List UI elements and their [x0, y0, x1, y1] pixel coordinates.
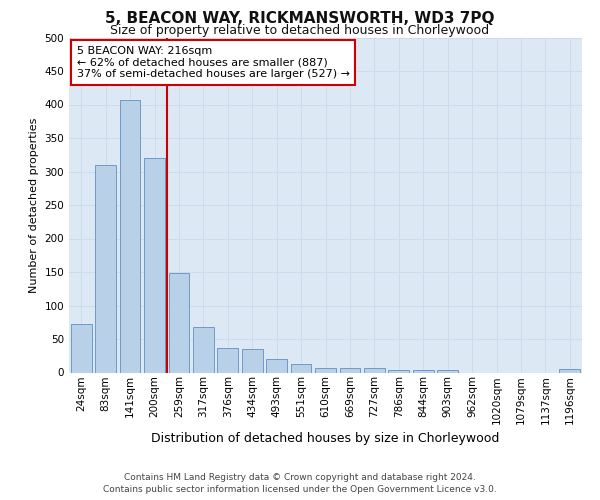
- Bar: [217, 348, 238, 372]
- Bar: [437, 370, 458, 372]
- Bar: [242, 349, 263, 372]
- Bar: [559, 369, 580, 372]
- Bar: [364, 368, 385, 372]
- Bar: [193, 327, 214, 372]
- Bar: [340, 368, 361, 372]
- Bar: [169, 274, 190, 372]
- Bar: [315, 368, 336, 372]
- Bar: [388, 370, 409, 372]
- Bar: [413, 370, 434, 372]
- Bar: [71, 324, 92, 372]
- Y-axis label: Number of detached properties: Number of detached properties: [29, 118, 39, 292]
- Text: 5, BEACON WAY, RICKMANSWORTH, WD3 7PQ: 5, BEACON WAY, RICKMANSWORTH, WD3 7PQ: [105, 11, 495, 26]
- Bar: [95, 165, 116, 372]
- Bar: [266, 359, 287, 372]
- Bar: [144, 158, 165, 372]
- Text: Size of property relative to detached houses in Chorleywood: Size of property relative to detached ho…: [110, 24, 490, 37]
- Bar: [119, 100, 140, 372]
- X-axis label: Distribution of detached houses by size in Chorleywood: Distribution of detached houses by size …: [151, 432, 500, 446]
- Bar: [290, 364, 311, 372]
- Text: Contains HM Land Registry data © Crown copyright and database right 2024.
Contai: Contains HM Land Registry data © Crown c…: [103, 472, 497, 494]
- Text: 5 BEACON WAY: 216sqm
← 62% of detached houses are smaller (887)
37% of semi-deta: 5 BEACON WAY: 216sqm ← 62% of detached h…: [77, 46, 350, 79]
